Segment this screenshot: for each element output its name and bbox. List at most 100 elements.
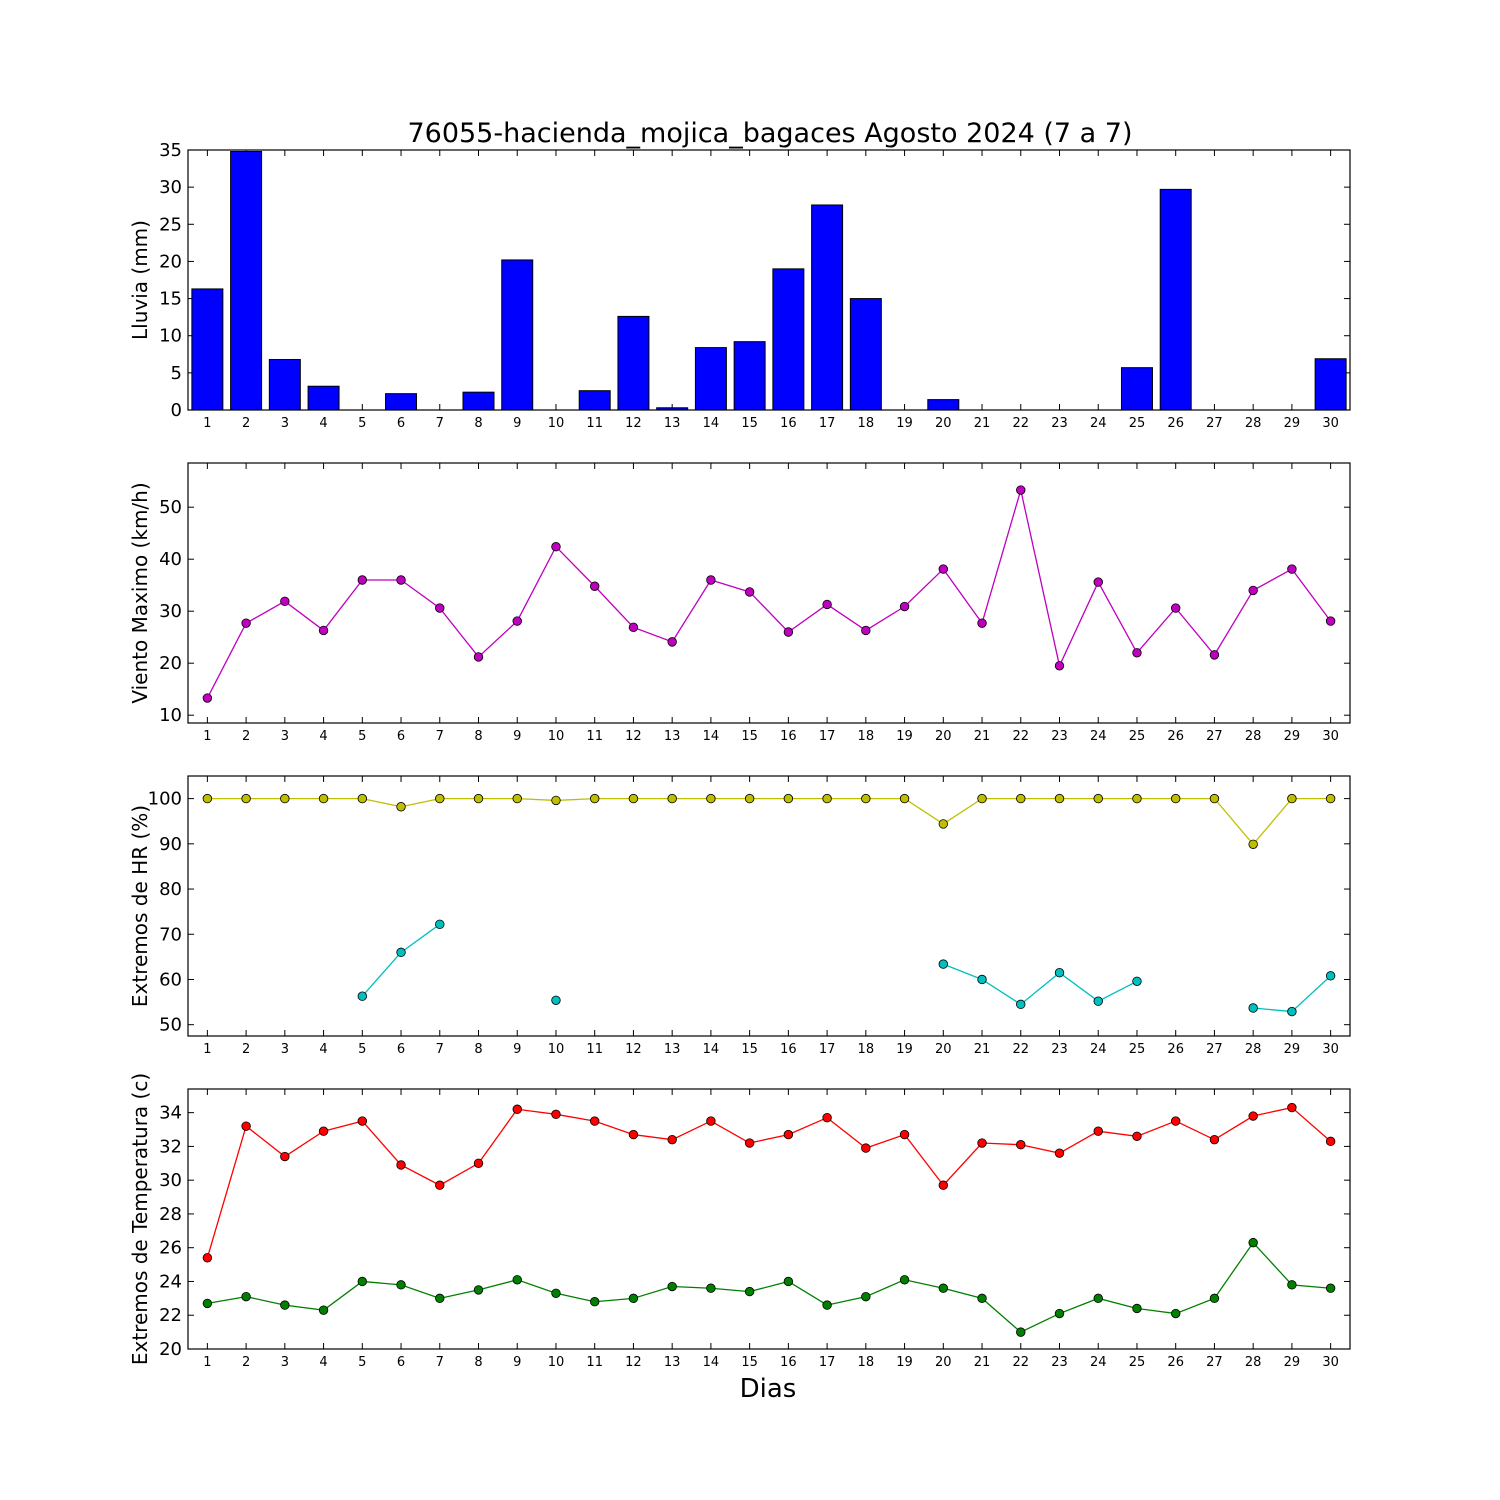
data-point [551,995,561,1005]
data-point [396,947,406,958]
x-tick-label: 24 [1090,416,1107,431]
y-axis-label: Extremos de HR (%) [128,805,152,1007]
x-tick-label: 5 [358,1355,366,1370]
data-point [435,603,445,613]
bar [230,150,263,411]
data-point [1170,1116,1181,1126]
bar [617,315,650,411]
y-tick-label: 80 [159,879,182,900]
data-point [551,542,561,552]
x-tick-label: 21 [974,1042,991,1057]
x-tick-label: 21 [974,416,991,431]
x-tick-label: 10 [548,416,565,431]
x-tick-label: 4 [319,729,327,744]
x-tick-label: 22 [1012,416,1029,431]
data-point [1248,585,1258,596]
data-point [1016,1140,1026,1150]
x-tick-label: 9 [513,1042,521,1057]
data-point [357,1276,368,1287]
data-point [318,1305,329,1315]
data-point [977,974,987,985]
bar [694,347,727,411]
data-point [667,637,677,647]
x-tick-label: 22 [1012,1355,1029,1370]
x-tick-label: 5 [358,416,366,431]
y-tick-label: 34 [159,1103,182,1124]
x-tick-label: 7 [436,1042,444,1057]
data-point [551,795,561,806]
data-point [1325,971,1336,981]
bar [811,204,844,411]
x-tick-label: 27 [1206,416,1223,431]
x-tick-label: 4 [319,1355,327,1370]
bar [385,393,418,411]
bar [772,268,805,411]
data-point [1248,839,1258,849]
bar [733,341,766,411]
x-tick-label: 20 [935,729,952,744]
y-tick-label: 30 [159,601,182,622]
data-point [938,564,949,574]
x-tick-label: 1 [203,729,211,744]
x-tick-label: 24 [1090,729,1107,744]
bar [578,390,611,411]
x-tick-label: 18 [858,1042,875,1057]
plot-frame [187,462,1351,724]
x-tick-label: 23 [1051,416,1068,431]
x-tick-label: 11 [586,729,603,744]
data-point [1054,967,1065,978]
x-tick-label: 25 [1129,1355,1146,1370]
x-tick-label: 13 [664,729,681,744]
x-tick-label: 5 [358,1042,366,1057]
data-point [357,1116,368,1126]
plot-frame [187,775,1351,1037]
chart-title: 76055-hacienda_mojica_bagaces Agosto 202… [407,118,1132,149]
data-point [280,596,290,607]
data-point [512,1104,522,1114]
y-tick-label: 20 [159,251,182,272]
data-point [628,1129,639,1140]
data-point [473,1285,484,1295]
x-tick-label: 23 [1051,1042,1068,1057]
data-point [1248,1111,1258,1121]
data-point [744,793,755,804]
x-tick-label: 12 [625,729,642,744]
bar [1159,188,1192,411]
x-tick-label: 22 [1012,729,1029,744]
x-tick-label: 28 [1245,729,1262,744]
x-tick-label: 16 [780,1042,797,1057]
data-point [822,793,832,804]
data-point [1209,650,1220,660]
y-tick-label: 15 [159,289,182,310]
data-point [435,1293,445,1304]
x-tick-label: 29 [1284,416,1301,431]
x-tick-label: 3 [281,1042,289,1057]
y-tick-label: 25 [159,214,182,235]
x-tick-label: 12 [625,1042,642,1057]
data-point [1093,1293,1103,1304]
data-point [551,1109,561,1120]
data-point [706,1116,716,1126]
x-tick-label: 8 [474,416,482,431]
x-tick-label: 5 [358,729,366,744]
x-tick-label: 11 [586,416,603,431]
data-point [318,625,329,636]
data-point [1209,793,1220,804]
x-tick-label: 7 [436,729,444,744]
x-tick-label: 1 [203,416,211,431]
data-point [357,793,368,804]
x-axis-label: Dias [740,1374,797,1404]
data-point [318,793,329,804]
data-point [706,575,716,585]
data-point [1325,793,1336,804]
data-point [822,1300,832,1310]
plot-frame [187,149,1351,411]
y-tick-label: 28 [159,1204,182,1225]
series-line [207,1241,1331,1333]
x-tick-label: 28 [1245,1042,1262,1057]
data-point [318,1126,329,1136]
x-tick-label: 16 [780,1355,797,1370]
x-tick-label: 12 [625,416,642,431]
